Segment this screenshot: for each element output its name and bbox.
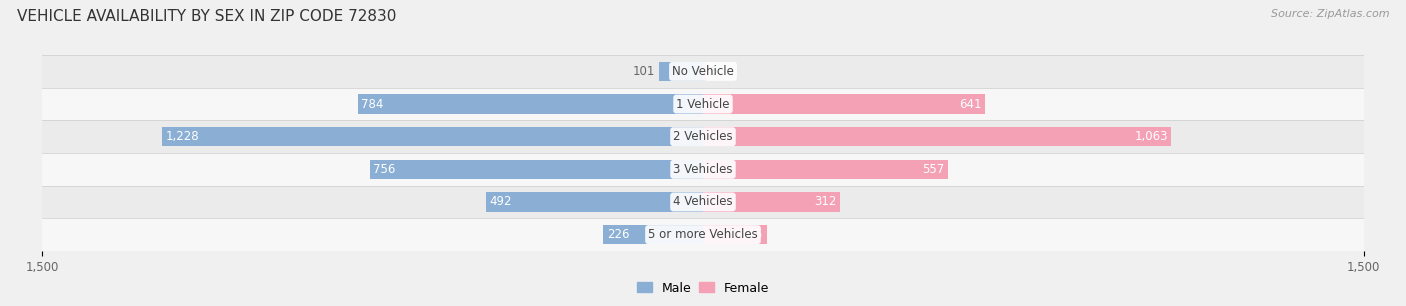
Bar — [703, 192, 841, 212]
Text: 756: 756 — [374, 163, 396, 176]
Bar — [162, 127, 703, 147]
Bar — [703, 225, 766, 244]
Bar — [603, 225, 703, 244]
Text: 5 or more Vehicles: 5 or more Vehicles — [648, 228, 758, 241]
Bar — [42, 88, 1364, 120]
Text: 1,228: 1,228 — [166, 130, 200, 143]
Bar — [42, 120, 1364, 153]
Text: 1 Vehicle: 1 Vehicle — [676, 98, 730, 110]
Text: 101: 101 — [633, 65, 655, 78]
Text: 145: 145 — [741, 228, 763, 241]
Text: 492: 492 — [489, 196, 512, 208]
Bar — [703, 127, 1171, 147]
Text: 226: 226 — [607, 228, 630, 241]
Text: 6: 6 — [709, 65, 717, 78]
Text: 312: 312 — [814, 196, 837, 208]
Bar — [486, 192, 703, 212]
Bar — [357, 94, 703, 114]
Bar — [370, 159, 703, 179]
Text: 4 Vehicles: 4 Vehicles — [673, 196, 733, 208]
Text: Source: ZipAtlas.com: Source: ZipAtlas.com — [1271, 9, 1389, 19]
Text: 3 Vehicles: 3 Vehicles — [673, 163, 733, 176]
Bar — [703, 159, 949, 179]
Legend: Male, Female: Male, Female — [631, 277, 775, 300]
Bar — [703, 94, 986, 114]
Text: 2 Vehicles: 2 Vehicles — [673, 130, 733, 143]
Text: No Vehicle: No Vehicle — [672, 65, 734, 78]
Text: 641: 641 — [959, 98, 981, 110]
Bar — [42, 55, 1364, 88]
Bar — [658, 62, 703, 81]
Text: 784: 784 — [361, 98, 384, 110]
Text: VEHICLE AVAILABILITY BY SEX IN ZIP CODE 72830: VEHICLE AVAILABILITY BY SEX IN ZIP CODE … — [17, 9, 396, 24]
Bar — [703, 62, 706, 81]
Text: 557: 557 — [922, 163, 945, 176]
Text: 1,063: 1,063 — [1135, 130, 1168, 143]
Bar — [42, 218, 1364, 251]
Bar — [42, 186, 1364, 218]
Bar — [42, 153, 1364, 186]
